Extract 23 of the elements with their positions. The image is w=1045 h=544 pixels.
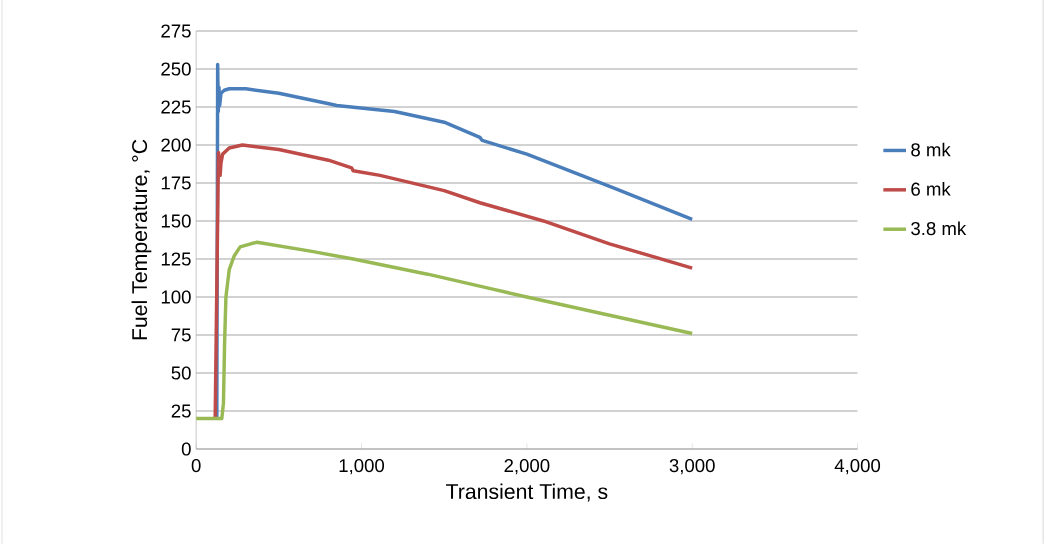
line-series <box>194 240 694 421</box>
y-axis-title: Fuel Temperature, °C <box>131 139 152 340</box>
y-tick-label: 25 <box>171 404 191 418</box>
x-tick-label: 0 <box>191 459 201 473</box>
x-tick-label: 4,000 <box>834 459 881 475</box>
legend-label: 6 mk <box>911 182 951 196</box>
y-tick-label: 250 <box>161 62 191 76</box>
y-tick-label: 50 <box>171 366 191 380</box>
x-axis-title: Transient Time, s <box>446 483 608 502</box>
y-tick-label: 125 <box>161 252 191 266</box>
y-tick-label: 75 <box>171 328 191 342</box>
x-tick-label: 2,000 <box>504 459 550 475</box>
legend-label: 8 mk <box>911 142 951 157</box>
x-tick-label: 1,000 <box>339 459 385 475</box>
y-tick-label: 275 <box>161 24 191 38</box>
legend-label: 3.8 mk <box>911 221 967 236</box>
x-tick-label: 3,000 <box>669 459 715 475</box>
y-tick-label: 175 <box>161 176 191 190</box>
y-tick-label: 100 <box>161 290 191 304</box>
y-tick-label: 200 <box>161 138 191 152</box>
y-tick-label: 0 <box>181 442 191 456</box>
y-tick-label: 225 <box>161 100 191 114</box>
y-tick-label: 150 <box>161 214 191 228</box>
